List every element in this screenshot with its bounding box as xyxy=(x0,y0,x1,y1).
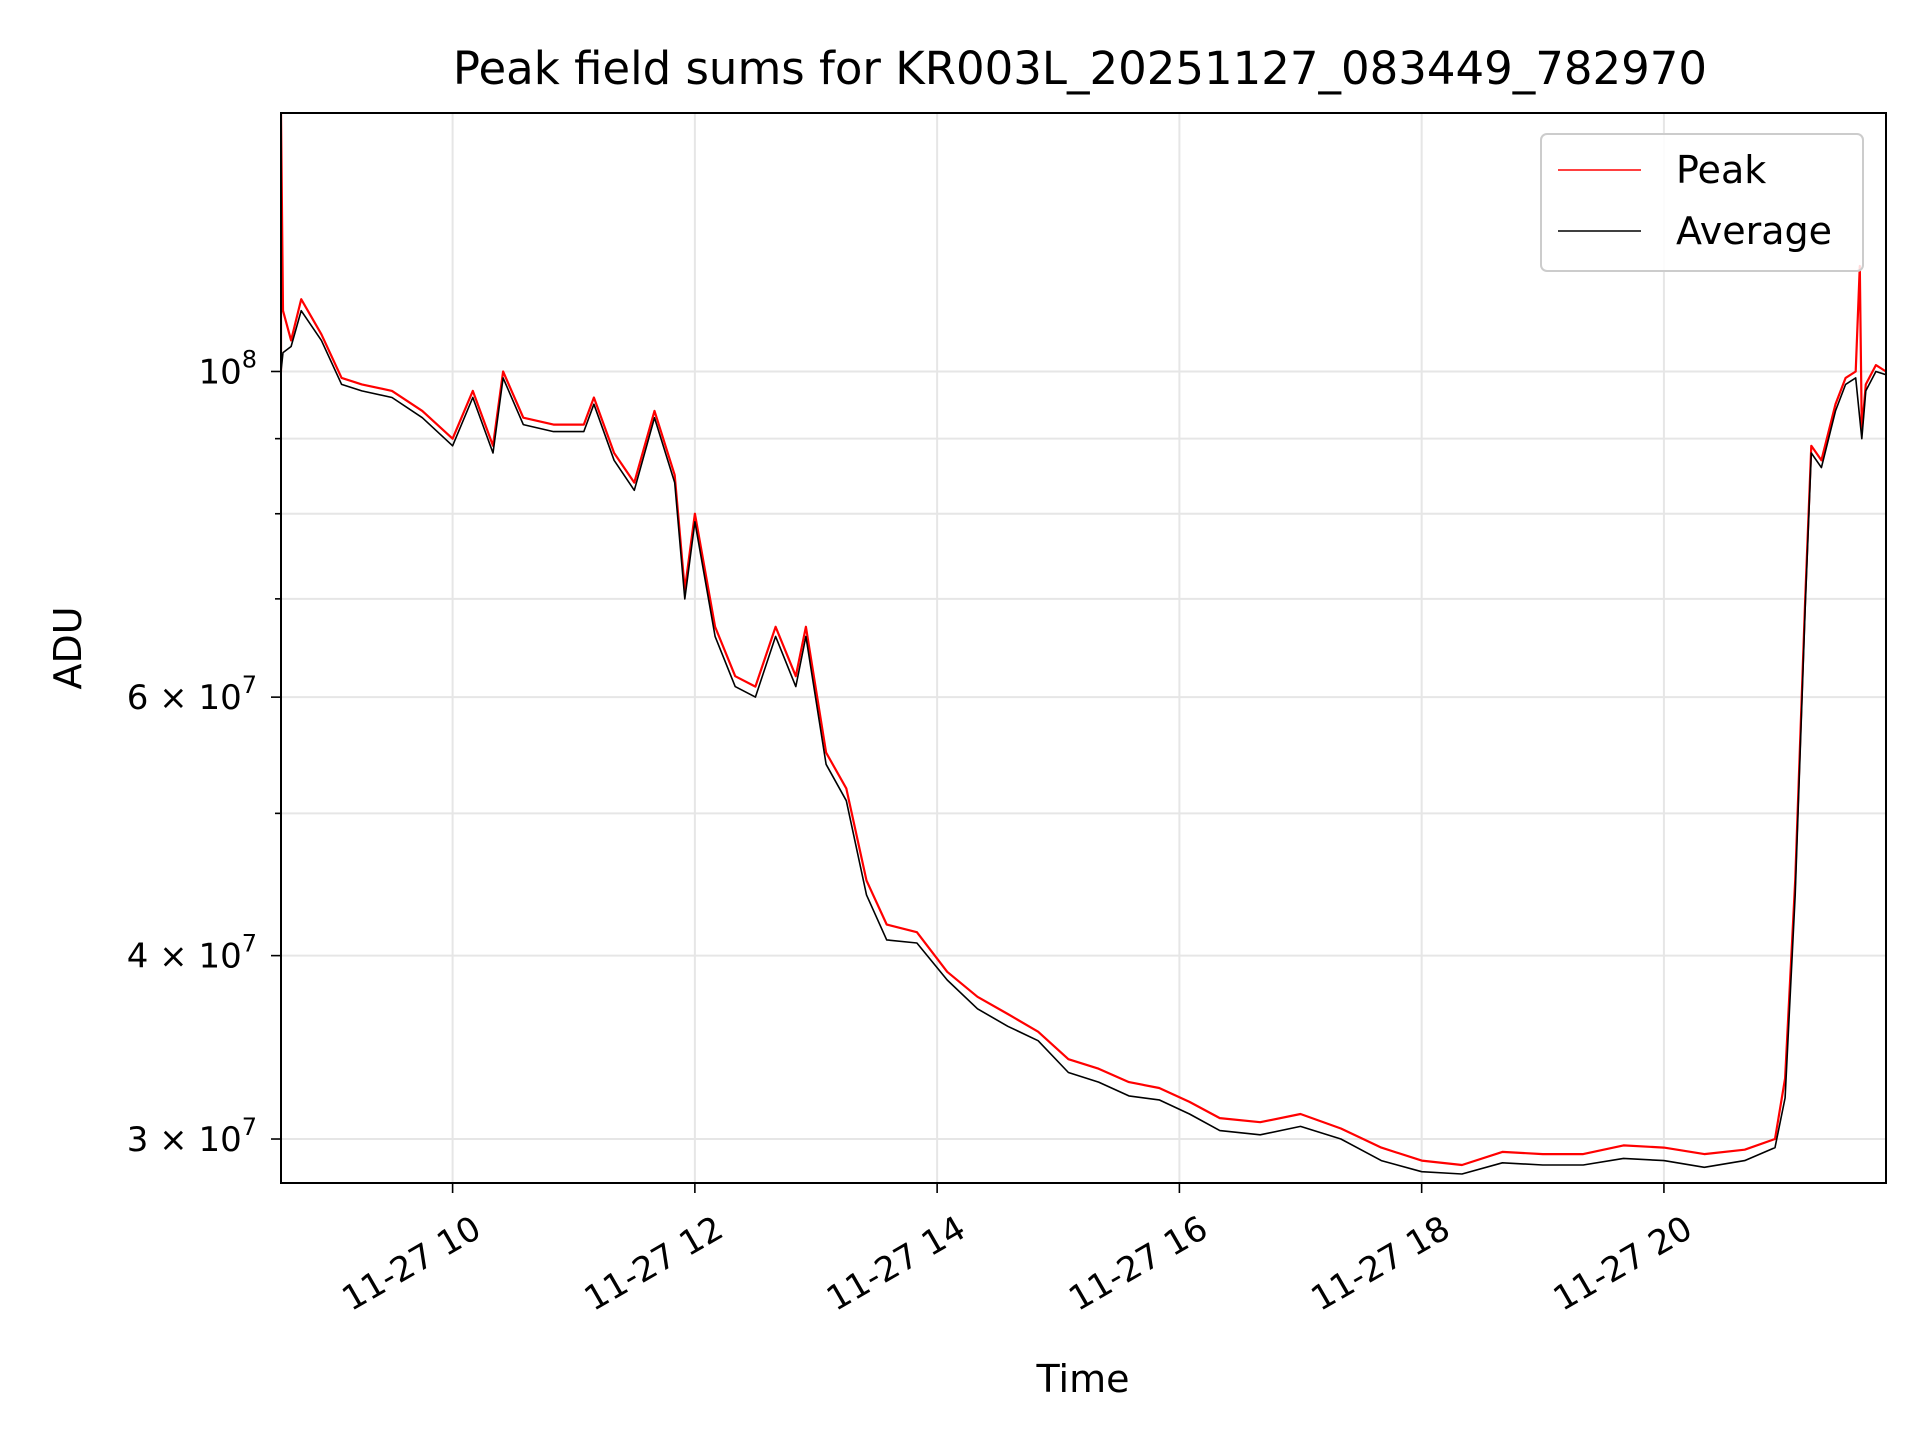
series-layer xyxy=(281,113,1886,1175)
series-line-peak xyxy=(281,113,1886,1167)
y-tick-exponent: 7 xyxy=(242,930,257,958)
y-axis-label: ADU xyxy=(46,606,90,689)
y-tick-exponent: 7 xyxy=(242,1113,257,1141)
chart-title: Peak field sums for KR003L_20251127_0834… xyxy=(453,42,1707,95)
x-axis-label: Time xyxy=(1036,1357,1130,1401)
y-tick-base: 4 × 10 xyxy=(127,937,242,977)
y-tick-base: 10 xyxy=(198,352,241,392)
series-line-average xyxy=(281,309,1886,1175)
legend-label-peak: Peak xyxy=(1676,148,1766,192)
y-tick-label: 6 × 107 xyxy=(127,671,257,718)
y-tick-exponent: 8 xyxy=(242,345,257,373)
y-tick-base: 3 × 10 xyxy=(127,1120,242,1160)
legend-label-average: Average xyxy=(1676,209,1832,253)
plot-frame xyxy=(280,112,1887,1184)
grid xyxy=(281,113,1886,1183)
y-tick-label: 4 × 107 xyxy=(127,930,257,977)
legend: Peak Average xyxy=(1540,133,1864,272)
y-tick-base: 6 × 10 xyxy=(127,678,242,718)
y-tick-label: 3 × 107 xyxy=(127,1113,257,1160)
y-tick-label: 108 xyxy=(198,345,257,392)
y-tick-exponent: 7 xyxy=(242,671,257,699)
legend-box xyxy=(1540,133,1864,272)
